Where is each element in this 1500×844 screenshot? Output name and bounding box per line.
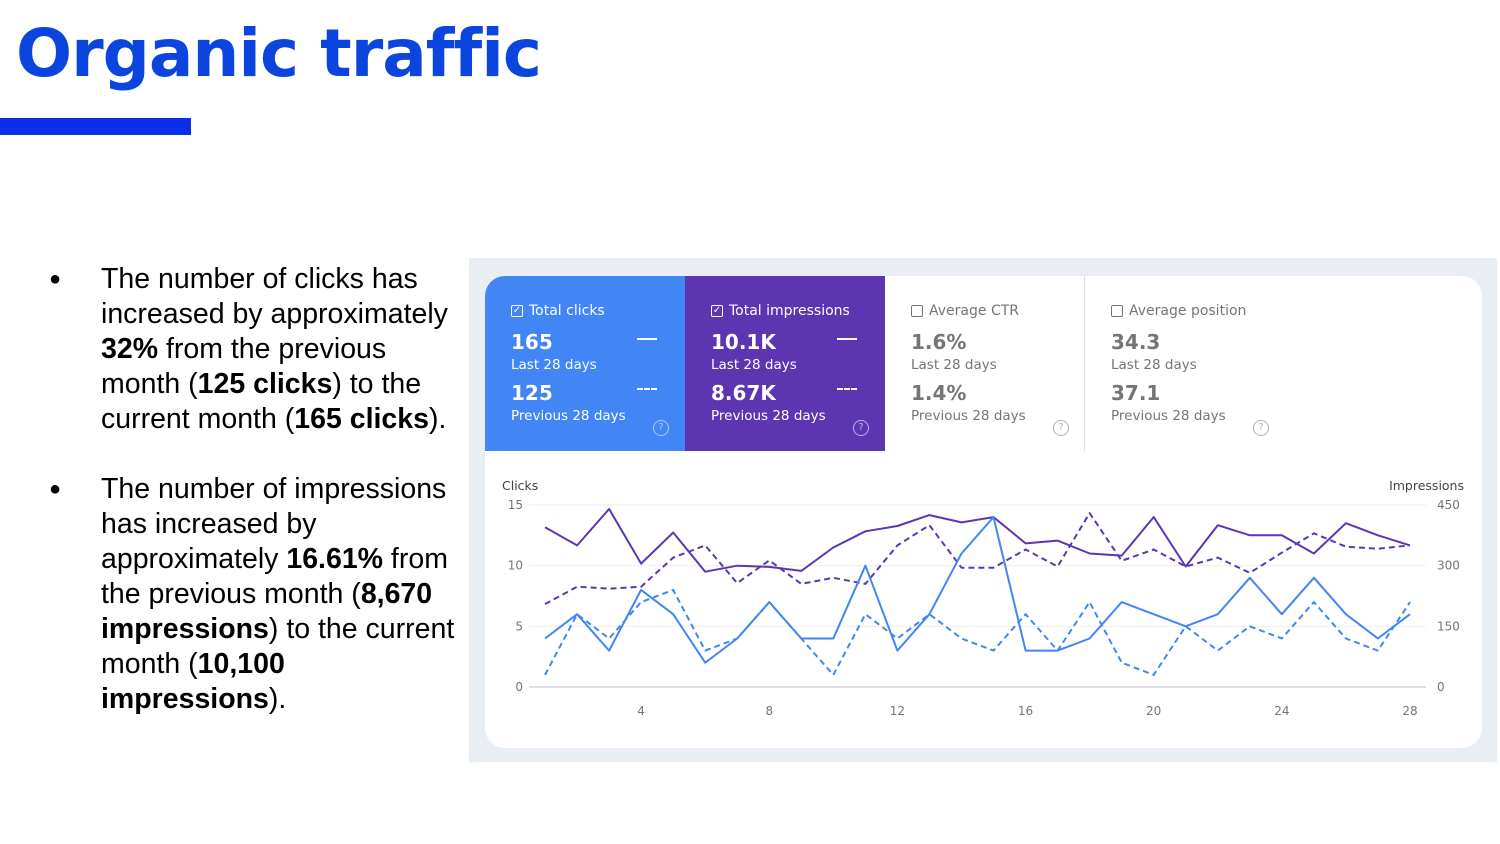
metric-header: ✓ Total impressions xyxy=(711,303,850,319)
y-left-tick-label: 10 xyxy=(508,559,523,573)
bullet-text: ) to the current month ( xyxy=(101,368,422,435)
metric-previous-period: Previous 28 days xyxy=(1111,408,1226,424)
x-tick-label: 4 xyxy=(637,704,645,718)
metric-tile-total-impressions[interactable]: ✓ Total impressions 10.1K Last 28 days 8… xyxy=(685,276,885,451)
metric-label: Average position xyxy=(1129,303,1247,319)
bullet-emphasis: 10,100 impressions xyxy=(101,648,285,715)
title-underline-bar xyxy=(0,118,191,135)
help-icon[interactable]: ? xyxy=(653,420,669,436)
metric-current-value: 165 xyxy=(511,330,553,354)
metric-previous-period: Previous 28 days xyxy=(511,408,626,424)
checkbox-unchecked-icon[interactable] xyxy=(1111,305,1123,317)
metric-previous-value: 8.67K xyxy=(711,381,776,405)
y-right-tick-label: 450 xyxy=(1437,498,1460,512)
solid-line-legend-icon xyxy=(837,338,857,340)
bullet-text: ). xyxy=(268,683,287,715)
dashed-line-legend-icon xyxy=(837,388,857,390)
bullet-text: ) to the current month ( xyxy=(101,613,455,680)
y-right-tick-label: 300 xyxy=(1437,559,1460,573)
metric-current-period: Last 28 days xyxy=(911,357,997,373)
bullet-emphasis: 8,670 impressions xyxy=(101,578,433,645)
clicks-dashed-series-line xyxy=(544,588,1411,676)
impressions-solid-series-line xyxy=(544,508,1411,573)
performance-card: ✓ Total clicks 165 Last 28 days 125 Prev… xyxy=(485,276,1482,748)
metric-current-period: Last 28 days xyxy=(1111,357,1197,373)
metric-current-period: Last 28 days xyxy=(511,357,597,373)
metric-previous-value: 37.1 xyxy=(1111,381,1161,405)
y-right-axis-title: Impressions xyxy=(1389,478,1464,493)
metric-current-value: 34.3 xyxy=(1111,330,1161,354)
metric-current-value: 1.6% xyxy=(911,330,967,354)
y-right-tick-label: 0 xyxy=(1437,680,1445,694)
y-right-tick-label: 150 xyxy=(1437,619,1460,633)
metric-previous-period: Previous 28 days xyxy=(911,408,1026,424)
bullet-text: The number of impressions has increased … xyxy=(101,473,447,575)
checkbox-checked-icon[interactable]: ✓ xyxy=(511,305,523,317)
y-left-axis-title: Clicks xyxy=(502,478,538,493)
metric-header: Average CTR xyxy=(911,303,1019,319)
bullet-text: The number of clicks has increased by ap… xyxy=(101,263,448,330)
y-left-tick-label: 5 xyxy=(515,619,523,633)
y-left-tick-label: 0 xyxy=(515,680,523,694)
metric-previous-period: Previous 28 days xyxy=(711,408,826,424)
check-icon: ✓ xyxy=(512,305,522,316)
summary-bullet-list: The number of clicks has increased by ap… xyxy=(40,262,470,752)
metric-previous-value: 1.4% xyxy=(911,381,967,405)
impressions-summary-bullet: The number of impressions has increased … xyxy=(40,472,470,717)
help-icon[interactable]: ? xyxy=(1053,420,1069,436)
metric-current-value: 10.1K xyxy=(711,330,776,354)
x-tick-label: 12 xyxy=(890,704,905,718)
checkbox-unchecked-icon[interactable] xyxy=(911,305,923,317)
bullet-emphasis: 32% xyxy=(101,333,159,365)
bullet-text: from the previous month ( xyxy=(101,333,387,400)
metric-label: Total impressions xyxy=(729,303,850,319)
metric-previous-value: 125 xyxy=(511,381,553,405)
help-icon[interactable]: ? xyxy=(853,420,869,436)
bullet-emphasis: 165 clicks xyxy=(294,403,429,435)
impressions-dashed-series-line xyxy=(544,512,1411,605)
x-tick-label: 24 xyxy=(1274,704,1289,718)
y-left-tick-label: 15 xyxy=(508,498,523,512)
help-icon[interactable]: ? xyxy=(1253,420,1269,436)
x-tick-label: 20 xyxy=(1146,704,1161,718)
page-title: Organic traffic xyxy=(16,15,542,92)
solid-line-legend-icon xyxy=(637,338,657,340)
clicks-solid-series-line xyxy=(544,516,1411,664)
bullet-text: from the previous month ( xyxy=(101,543,448,610)
metric-tile-total-clicks[interactable]: ✓ Total clicks 165 Last 28 days 125 Prev… xyxy=(485,276,685,451)
x-tick-label: 28 xyxy=(1402,704,1417,718)
x-tick-label: 16 xyxy=(1018,704,1033,718)
metric-tile-average-position[interactable]: Average position 34.3 Last 28 days 37.1 … xyxy=(1085,276,1285,451)
check-icon: ✓ xyxy=(712,305,722,316)
bullet-text: ). xyxy=(428,403,447,435)
clicks-summary-bullet: The number of clicks has increased by ap… xyxy=(40,262,470,437)
metric-label: Total clicks xyxy=(529,303,605,319)
checkbox-checked-icon[interactable]: ✓ xyxy=(711,305,723,317)
metric-header: Average position xyxy=(1111,303,1246,319)
bullet-emphasis: 125 clicks xyxy=(197,368,333,400)
metric-header: ✓ Total clicks xyxy=(511,303,605,319)
metric-current-period: Last 28 days xyxy=(711,357,797,373)
x-tick-label: 8 xyxy=(765,704,773,718)
metric-label: Average CTR xyxy=(929,303,1019,319)
metric-tile-average-ctr[interactable]: Average CTR 1.6% Last 28 days 1.4% Previ… xyxy=(885,276,1085,451)
bullet-emphasis: 16.61% xyxy=(286,543,384,575)
dashed-line-legend-icon xyxy=(637,388,657,390)
